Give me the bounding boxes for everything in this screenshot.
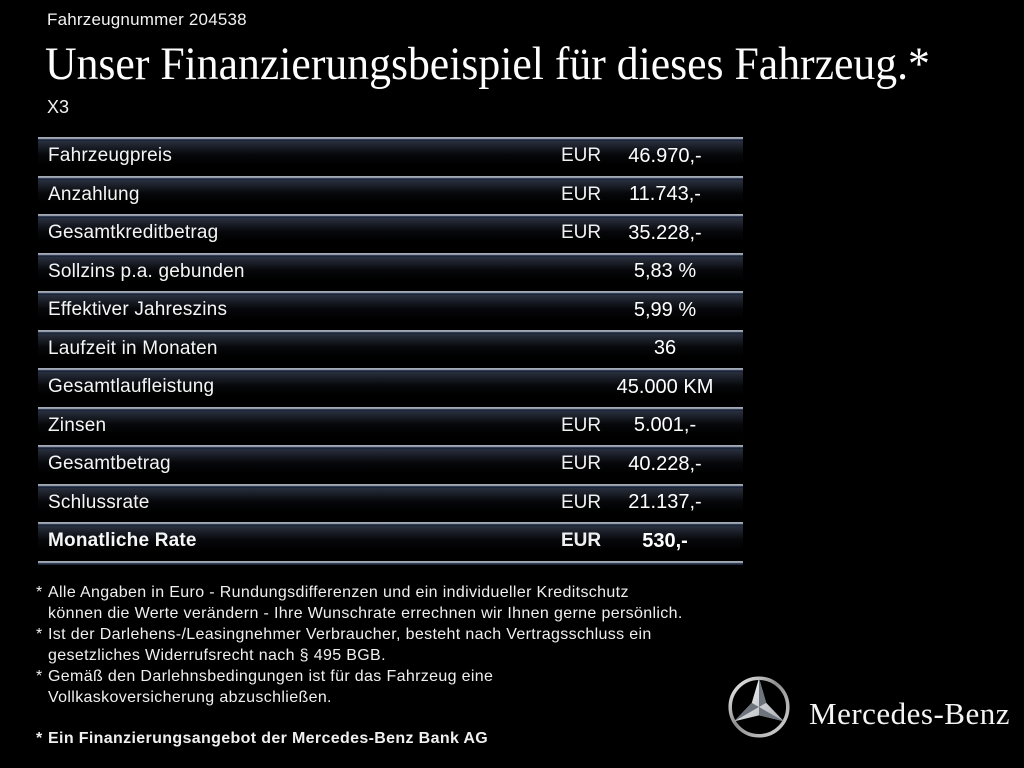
row-value: 5,83 % — [633, 260, 697, 283]
row-value: 530,- — [642, 529, 688, 552]
row-value: 46.970,- — [628, 144, 702, 167]
table-row: Sollzins p.a. gebunden 5,83 % — [38, 252, 743, 291]
footnote: * Ist der Darlehens-/Leasingnehmer Verbr… — [36, 624, 760, 666]
currency-label: EUR — [561, 183, 602, 205]
table-bottom-line — [38, 560, 743, 565]
footnote-text: Gemäß den Darlehnsbedingungen ist für da… — [48, 668, 494, 706]
table-row: Effektiver Jahreszins 5,99 % — [38, 291, 743, 330]
footnote-marker: * — [36, 626, 43, 643]
row-label: Gesamtbetrag — [48, 453, 171, 475]
row-label: Effektiver Jahreszins — [48, 299, 228, 321]
currency-label: EUR — [561, 491, 602, 513]
financing-table: Fahrzeugpreis EUR 46.970,- Anzahlung EUR… — [38, 137, 743, 565]
row-value: 21.137,- — [628, 491, 702, 514]
row-label: Gesamtlaufleistung — [48, 376, 215, 398]
row-label: Anzahlung — [48, 183, 140, 205]
row-value: 5.001,- — [633, 414, 697, 437]
vehicle-number: Fahrzeugnummer 204538 — [47, 10, 247, 29]
footnote: * Gemäß den Darlehnsbedingungen ist für … — [36, 666, 760, 708]
table-row: Monatliche Rate EUR 530,- — [38, 522, 743, 561]
row-value: 40.228,- — [628, 452, 702, 475]
footnote: * Alle Angaben in Euro - Rundungsdiffere… — [36, 582, 760, 624]
currency-label: EUR — [561, 453, 602, 475]
page-title: Unser Finanzierungsbeispiel für dieses F… — [45, 38, 930, 90]
financing-provider-note: * Ein Finanzierungsangebot der Mercedes-… — [36, 728, 760, 749]
model-name: X3 — [47, 97, 70, 117]
footnote-text: Ein Finanzierungsangebot der Mercedes-Be… — [48, 730, 489, 747]
row-value: 35.228,- — [628, 221, 702, 244]
row-label: Zinsen — [48, 414, 107, 436]
row-label: Sollzins p.a. gebunden — [48, 260, 245, 282]
currency-label: EUR — [561, 414, 602, 436]
row-value: 36 — [653, 337, 677, 360]
table-row: Gesamtkreditbetrag EUR 35.228,- — [38, 214, 743, 253]
row-label: Schlussrate — [48, 491, 150, 513]
mercedes-star-icon — [728, 676, 790, 738]
table-row: Schlussrate EUR 21.137,- — [38, 483, 743, 522]
mercedes-wordmark: Mercedes-Benz — [809, 696, 1011, 731]
row-label: Gesamtkreditbetrag — [48, 222, 219, 244]
row-label: Monatliche Rate — [48, 530, 197, 552]
currency-label: EUR — [561, 145, 602, 167]
row-value: 45.000 KM — [616, 375, 714, 398]
table-row: Anzahlung EUR 11.743,- — [38, 175, 743, 214]
footnote-text: Alle Angaben in Euro - Rundungsdifferenz… — [48, 584, 683, 622]
footnote-marker: * — [36, 730, 43, 747]
row-label: Fahrzeugpreis — [48, 145, 173, 167]
table-row: Zinsen EUR 5.001,- — [38, 406, 743, 445]
currency-label: EUR — [561, 222, 602, 244]
row-value: 5,99 % — [633, 298, 697, 321]
row-label: Laufzeit in Monaten — [48, 337, 218, 359]
table-row: Gesamtbetrag EUR 40.228,- — [38, 445, 743, 484]
table-row: Fahrzeugpreis EUR 46.970,- — [38, 137, 743, 176]
currency-label: EUR — [561, 530, 602, 552]
table-row: Laufzeit in Monaten 36 — [38, 329, 743, 368]
footnote-marker: * — [36, 668, 43, 685]
footnote-marker: * — [36, 584, 43, 601]
footnotes: * Alle Angaben in Euro - Rundungsdiffere… — [36, 582, 760, 749]
row-value: 11.743,- — [629, 183, 701, 206]
table-row: Gesamtlaufleistung 45.000 KM — [38, 368, 743, 407]
footnote-text: Ist der Darlehens-/Leasingnehmer Verbrau… — [48, 626, 652, 664]
